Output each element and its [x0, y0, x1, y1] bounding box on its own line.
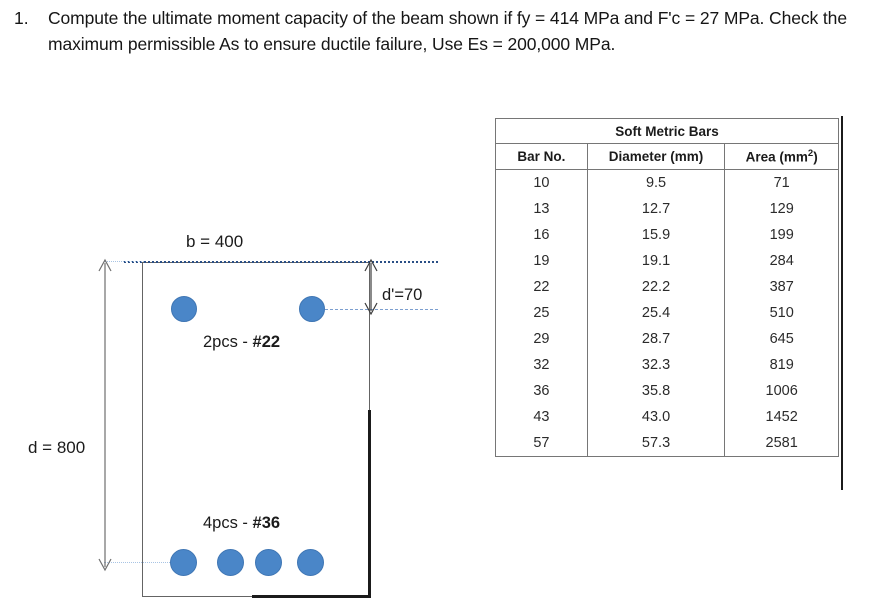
cell-diameter: 28.7: [587, 326, 726, 352]
cover-dimension-arrow: [364, 258, 378, 316]
rebar-top-2: [299, 296, 325, 322]
cell-diameter: 22.2: [587, 274, 726, 300]
top-bars-count: 2pcs -: [203, 333, 253, 351]
problem-number: 1.: [14, 8, 29, 28]
table-row: 10 9.5 71: [495, 169, 839, 196]
table-row: 32 32.3 819: [495, 352, 839, 378]
cover-depth-label: d'=70: [382, 286, 423, 304]
table-row: 19 19.1 284: [495, 248, 839, 274]
depth-dimension-arrow: [98, 258, 112, 572]
cell-area: 1006: [724, 378, 839, 404]
table-row: 29 28.7 645: [495, 326, 839, 352]
width-label: b = 400: [186, 232, 244, 251]
cell-diameter: 19.1: [587, 248, 726, 274]
cell-area: 645: [724, 326, 839, 352]
cell-bar-no: 13: [495, 196, 588, 222]
cell-diameter: 15.9: [587, 222, 726, 248]
rebar-bottom-3: [255, 549, 282, 576]
cell-area: 1452: [724, 404, 839, 430]
effective-depth-label: d = 800: [28, 438, 86, 457]
cell-diameter: 57.3: [587, 430, 726, 457]
cell-area: 387: [724, 274, 839, 300]
soft-metric-bars-table-container: Soft Metric Bars Bar No. Diameter (mm) A…: [495, 118, 839, 457]
bottom-bars-count: 4pcs -: [203, 514, 253, 532]
table-body: 10 9.5 71 13 12.7 129 16 15.9 199 19 19.1 284 22 22.2…: [495, 169, 839, 457]
table-header-row: Bar No. Diameter (mm) Area (mm2): [495, 143, 839, 170]
top-bars-size: #22: [252, 333, 281, 351]
table-row: 25 25.4 510: [495, 300, 839, 326]
cell-diameter: 12.7: [587, 196, 726, 222]
column-header-bar-no: Bar No.: [495, 143, 588, 170]
rebar-bottom-2: [217, 549, 244, 576]
cell-bar-no: 57: [495, 430, 588, 457]
table-title: Soft Metric Bars: [495, 118, 839, 144]
cell-area: 199: [724, 222, 839, 248]
cell-bar-no: 43: [495, 404, 588, 430]
top-reference-line: [124, 261, 438, 263]
cell-bar-no: 36: [495, 378, 588, 404]
soft-metric-bars-table: Soft Metric Bars Bar No. Diameter (mm) A…: [495, 118, 839, 457]
cell-area: 129: [724, 196, 839, 222]
table-row: 57 57.3 2581: [495, 430, 839, 457]
table-row: 13 12.7 129: [495, 196, 839, 222]
cell-bar-no: 32: [495, 352, 588, 378]
table-row: 36 35.8 1006: [495, 378, 839, 404]
problem-text: Compute the ultimate moment capacity of …: [48, 8, 847, 54]
cell-area: 284: [724, 248, 839, 274]
cell-diameter: 35.8: [587, 378, 726, 404]
cell-area: 71: [724, 169, 839, 196]
top-reference-line-extension: [104, 261, 144, 262]
bottom-bars-label: 4pcs - #36: [203, 514, 280, 533]
cell-area: 2581: [724, 430, 839, 457]
problem-statement: 1. Compute the ultimate moment capacity …: [14, 6, 880, 57]
cell-area: 510: [724, 300, 839, 326]
table-row: 22 22.2 387: [495, 274, 839, 300]
table-title-row: Soft Metric Bars: [495, 118, 839, 144]
bottom-bars-size: #36: [252, 514, 281, 532]
cell-diameter: 43.0: [587, 404, 726, 430]
rebar-bottom-4: [297, 549, 324, 576]
cell-bar-no: 10: [495, 169, 588, 196]
cell-bar-no: 19: [495, 248, 588, 274]
column-header-area: Area (mm2): [724, 143, 839, 170]
beam-cross-section-diagram: b = 400 d = 800 d'=70 2pcs - #22 4pcs - …: [0, 110, 480, 598]
cell-bar-no: 29: [495, 326, 588, 352]
cell-bar-no: 25: [495, 300, 588, 326]
cell-bar-no: 22: [495, 274, 588, 300]
table-row: 43 43.0 1452: [495, 404, 839, 430]
cell-diameter: 32.3: [587, 352, 726, 378]
cell-area: 819: [724, 352, 839, 378]
column-header-diameter: Diameter (mm): [587, 143, 726, 170]
rebar-bottom-1: [170, 549, 197, 576]
table-row: 16 15.9 199: [495, 222, 839, 248]
cell-diameter: 25.4: [587, 300, 726, 326]
rebar-top-1: [171, 296, 197, 322]
cell-diameter: 9.5: [587, 169, 726, 196]
cell-bar-no: 16: [495, 222, 588, 248]
beam-edge-right: [368, 410, 371, 598]
table-right-rule: [841, 116, 843, 490]
top-bars-label: 2pcs - #22: [203, 333, 280, 352]
